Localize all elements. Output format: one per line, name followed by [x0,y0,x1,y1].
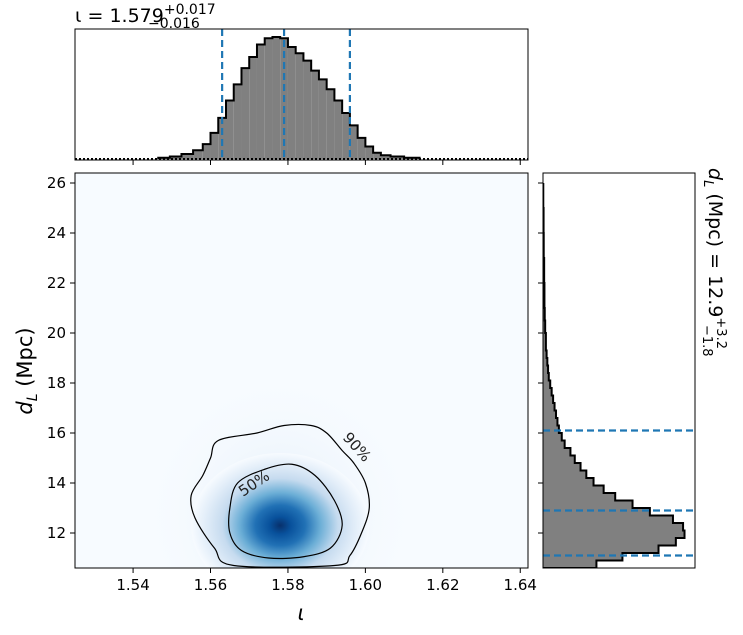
dl-hist-bar [543,358,548,366]
iota-hist-bar [202,144,211,159]
x-tick-label: 1.58 [271,576,304,594]
dl-title-lower: −1.8 [699,325,714,357]
iota-marginal-frame [74,28,529,161]
dl-hist-bar [543,418,558,426]
iota-hist-bar [233,84,242,159]
dl-hist-outline [543,183,686,568]
iota-title-upper: +0.017 [164,2,216,18]
y-tick-label: 20 [47,324,66,342]
dl-hist-bar [543,403,555,411]
dl-hist-bar [543,410,556,418]
iota-hist-bar [256,44,265,160]
density-core [191,453,370,568]
dl-hist-bar [543,478,594,486]
iota-hist-bar [181,154,194,159]
dl-hist-bar [543,373,549,381]
iota-hist-bar [311,70,319,159]
contour-90 [190,423,370,568]
iota-hist-bar [218,117,226,159]
dl-hist-bar [543,493,616,501]
dl-hist-bar [543,560,597,568]
y-tick-label: 18 [47,374,66,392]
iota-hist-bar [303,60,312,159]
y-tick-label: 16 [47,424,66,442]
dl-hist-bar [543,448,571,456]
dl-hist-bar [543,320,546,333]
y-tick-label: 24 [47,224,66,242]
dl-hist-bar [543,545,659,553]
dl-hist-bar [543,380,551,388]
iota-title-lower: −0.016 [148,16,200,32]
dl-title-unit: (Mpc) [704,193,726,247]
iota-hist-bar [380,155,391,159]
dl-hist-bar [543,500,633,508]
joint-panel: 50% 90% 1.54 1.56 1.58 1.60 1.62 1.6412141618… [13,172,537,625]
dl-hist-bar [543,538,676,546]
dl-hist-bar [543,485,604,493]
dl-hist-bar [543,440,565,448]
dl-marginal-panel: dL (Mpc) = 12.9+3.2−1.8 [538,168,728,569]
dl-hist-bar [543,470,587,478]
dl-hist-bar [543,530,685,538]
dl-title-median: 12.9 [704,275,726,317]
x-tick-label: 1.54 [116,576,149,594]
iota-hist-outline [157,36,421,159]
iota-hist-bar [373,152,381,159]
iota-hist-bar [357,137,366,159]
dl-marginal-frame [542,172,696,569]
iota-hist-bar [390,156,405,159]
iota-hist-bar [169,156,182,159]
iota-hist-bar [193,150,203,159]
iota-hist-bar [342,112,350,159]
dl-hist-bar [543,388,552,396]
iota-hist-bar [349,125,358,159]
dl-hist-bar [543,523,684,531]
y-tick-label: 14 [47,474,66,492]
y-axis-label: dL (Mpc) [13,327,41,414]
x-tick-label: 1.56 [194,576,227,594]
x-tick-label: 1.64 [504,576,537,594]
dl-hist-bar [543,425,559,433]
contour-50 [228,463,343,560]
iota-hist-bar [365,146,374,159]
dl-hist-bar [543,343,546,351]
iota-hist-bar [226,100,234,159]
iota-title-symbol: ι [75,5,81,27]
dl-hist-bar [543,365,549,373]
joint-frame [74,172,529,569]
dl-hist-bar [543,463,581,471]
x-axis-label: ι [297,601,304,625]
dl-hist-bar [543,350,547,358]
dl-hist-bar [543,553,623,561]
dl-hist-bar [543,508,650,516]
iota-hist-bar [249,56,257,159]
iota-hist-bar [272,37,281,159]
dl-marginal-title: dL (Mpc) = 12.9+3.2−1.8 [699,168,728,357]
dl-hist-bar [543,395,554,403]
x-tick-label: 1.62 [426,576,459,594]
iota-hist-bar [241,68,250,159]
x-tick-label: 1.60 [349,576,382,594]
iota-marginal-title: ι = 1.579+0.017 −0.016 [75,2,216,32]
dl-hist-bar [543,515,673,523]
dl-title-upper: +3.2 [713,317,728,349]
y-tick-label: 22 [47,274,66,292]
iota-hist-bar [264,38,273,159]
iota-marginal-panel: ι = 1.579+0.017 −0.016 [74,2,529,165]
dl-hist-bar [543,455,575,463]
iota-hist-bar [210,132,219,159]
iota-hist-bar [334,100,343,159]
iota-hist-bar [318,79,327,159]
dl-hist-bar [543,333,546,343]
iota-hist-bar [287,46,296,160]
dl-hist-bar [543,433,562,441]
iota-hist-bar [295,53,304,159]
iota-title-median: 1.579 [109,5,163,27]
y-tick-label: 26 [47,174,66,192]
iota-hist-bar [326,89,335,159]
y-tick-label: 12 [47,524,66,542]
